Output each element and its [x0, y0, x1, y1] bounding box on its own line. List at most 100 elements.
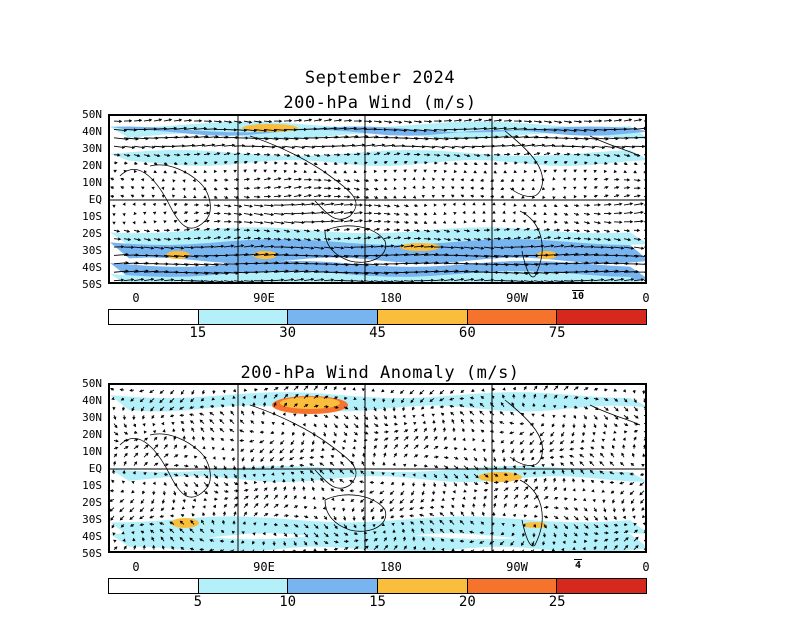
- wind-vector-head: [474, 162, 478, 166]
- wind-vector-head: [199, 405, 203, 409]
- wind-vector-head: [637, 194, 641, 198]
- wind-vector-head: [297, 238, 302, 242]
- wind-vector-head: [387, 152, 391, 156]
- wind-vector-head: [120, 245, 125, 249]
- wind-vector-head: [152, 544, 156, 549]
- wind-vector-head: [462, 210, 466, 215]
- wind-vector-head: [471, 389, 475, 392]
- wind-vector: [563, 237, 571, 240]
- wind-vector-head: [443, 211, 447, 215]
- wind-vector-head: [512, 210, 516, 215]
- panel1-ref-vector-arrow: [572, 290, 584, 291]
- wind-vector-head: [633, 522, 637, 526]
- wind-vector-head: [122, 470, 126, 474]
- wind-vector-head: [608, 211, 612, 216]
- wind-vector-head: [605, 538, 609, 542]
- wind-vector: [193, 263, 208, 266]
- wind-vector: [303, 278, 314, 282]
- wind-vector-head: [129, 523, 134, 527]
- wind-vector-head: [319, 469, 323, 473]
- wind-vector-head: [275, 387, 279, 390]
- panel1-colorbar: [108, 309, 647, 325]
- wind-vector-head: [212, 511, 216, 515]
- wind-vector-head: [359, 219, 363, 223]
- wind-vector-head: [624, 399, 628, 403]
- wind-vector-head: [427, 153, 431, 157]
- wind-vector: [313, 187, 321, 189]
- wind-vector-head: [113, 416, 117, 420]
- wind-vector-head: [547, 236, 552, 240]
- wind-vector-head: [489, 430, 494, 434]
- wind-vector-head: [432, 491, 436, 496]
- wind-vector-head: [424, 435, 429, 439]
- wind-vector-head: [625, 423, 629, 426]
- wind-vector: [343, 127, 357, 130]
- wind-vector: [323, 127, 337, 130]
- wind-vector-head: [257, 177, 261, 181]
- wind-vector-head: [393, 178, 397, 182]
- wind-vector-head: [607, 238, 612, 242]
- wind-vector: [503, 120, 512, 122]
- wind-vector: [283, 549, 285, 551]
- wind-vector-head: [547, 152, 551, 156]
- wind-vector-head: [230, 410, 234, 414]
- wind-vector-head: [200, 398, 204, 402]
- wind-vector: [623, 238, 631, 241]
- wind-vector-head: [584, 161, 588, 165]
- wind-vector-head: [320, 278, 325, 282]
- wind-vector-head: [208, 119, 213, 123]
- wind-vector: [383, 128, 397, 131]
- wind-vector-head: [421, 145, 426, 149]
- wind-vector-head: [153, 170, 157, 174]
- wind-vector-head: [161, 178, 165, 182]
- lat-label: 10S: [82, 479, 102, 492]
- wind-vector-head: [301, 477, 305, 482]
- wind-vector-head: [122, 416, 126, 421]
- wind-vector-head: [586, 221, 591, 225]
- wind-vector: [263, 262, 278, 265]
- wind-vector-head: [493, 502, 497, 507]
- wind-vector-head: [200, 427, 204, 431]
- wind-vector-head: [501, 522, 505, 526]
- wind-vector: [643, 162, 645, 164]
- wind-vector-head: [577, 152, 581, 157]
- wind-vector-head: [605, 407, 609, 411]
- wind-vector-head: [210, 245, 215, 249]
- wind-vector: [603, 145, 615, 149]
- wind-vector-head: [331, 447, 335, 451]
- wind-vector: [613, 278, 624, 282]
- wind-vector: [353, 280, 364, 282]
- wind-vector-head: [600, 480, 604, 484]
- wind-vector-head: [391, 522, 395, 526]
- wind-vector: [223, 144, 235, 147]
- wind-vector-head: [605, 177, 609, 181]
- wind-vector-head: [373, 408, 377, 412]
- wind-vector-head: [533, 220, 537, 224]
- wind-vector-head: [110, 186, 114, 190]
- wind-vector: [573, 253, 588, 256]
- wind-vector-head: [237, 236, 242, 240]
- wind-vector-head: [202, 505, 206, 509]
- wind-vector-head: [313, 423, 317, 428]
- wind-vector-head: [581, 145, 586, 149]
- wind-vector-head: [203, 195, 207, 199]
- wind-vector: [153, 254, 168, 257]
- wind-vector-head: [543, 220, 548, 224]
- wind-vector-head: [365, 416, 369, 420]
- wind-vector: [523, 263, 539, 266]
- wind-vector-head: [521, 178, 525, 182]
- wind-vector: [303, 549, 306, 551]
- wind-vector-head: [500, 195, 504, 199]
- wind-vector-head: [528, 119, 533, 124]
- wind-vector-head: [374, 416, 378, 420]
- wind-vector-head: [449, 539, 454, 543]
- wind-vector-head: [562, 477, 566, 481]
- wind-vector-head: [645, 415, 647, 417]
- wind-vector: [183, 263, 198, 266]
- wind-vector-head: [449, 397, 453, 401]
- wind-vector-head: [450, 178, 455, 182]
- wind-vector-head: [489, 410, 493, 414]
- wind-vector-head: [169, 528, 173, 532]
- wind-vector-head: [526, 227, 531, 231]
- wind-vector-head: [634, 162, 638, 166]
